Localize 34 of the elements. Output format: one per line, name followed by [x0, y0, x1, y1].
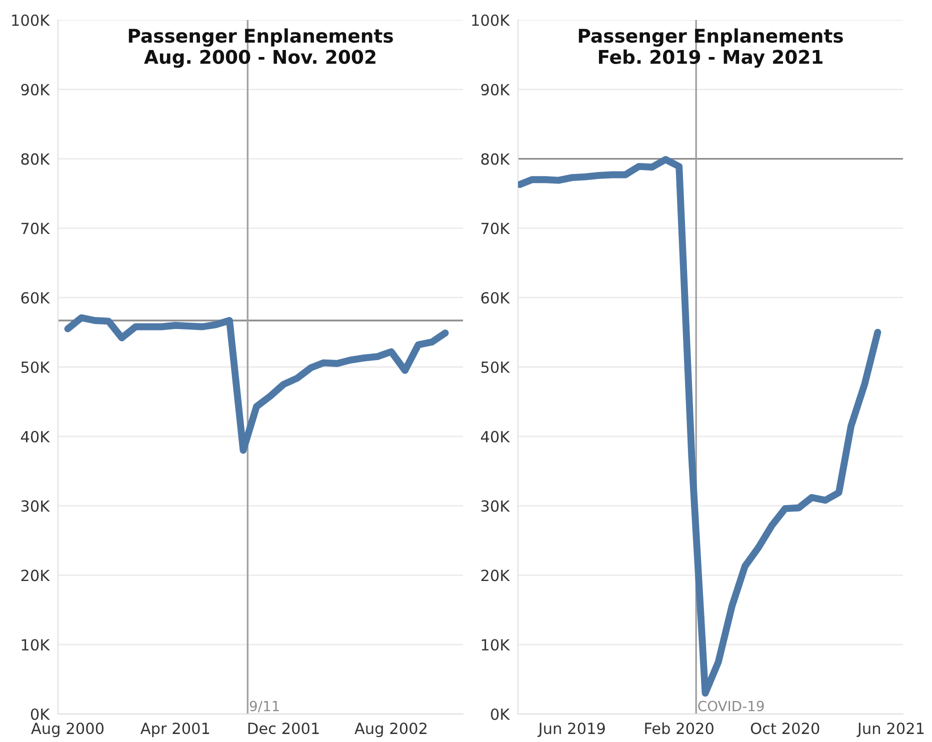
- y-tick-label: 60K: [21, 292, 50, 304]
- y-tick-label: 20K: [21, 570, 50, 582]
- y-tick-label: 90K: [481, 84, 510, 96]
- ref-line-label: 9/11: [250, 700, 279, 712]
- y-tick-label: 100K: [472, 14, 510, 26]
- x-tick-label: Dec 2001: [248, 722, 319, 734]
- text: Passenger Enplanements Feb. 2019 - May 2021: [578, 28, 843, 68]
- y-tick-label: 70K: [481, 222, 510, 234]
- y-tick-label: 50K: [481, 361, 510, 374]
- y-tick-label: 50K: [21, 361, 50, 374]
- y-tick-label: 80K: [481, 153, 510, 165]
- text: Passenger Enplanements Aug. 2000 - Nov. 2002: [128, 28, 393, 68]
- y-tick-label: 80K: [21, 153, 50, 165]
- x-tick-label: Feb 2020: [645, 722, 714, 734]
- y-tick-label: 40K: [20, 430, 50, 442]
- y-tick-label: 30K: [21, 500, 50, 512]
- x-tick-label: Apr 2001: [140, 722, 210, 738]
- y-tick-label: 30K: [481, 500, 510, 512]
- y-tick-label: 60K: [481, 292, 510, 304]
- y-tick-label: 0K: [490, 708, 510, 720]
- x-tick-label: Jun 2019: [538, 722, 605, 737]
- y-tick-label: 10K: [22, 639, 50, 651]
- y-tick-label: 90K: [21, 84, 50, 96]
- y-tick-label: 70K: [21, 222, 50, 234]
- x-tick-label: Jun 2021: [856, 722, 924, 737]
- y-tick-label: 10K: [482, 639, 510, 651]
- x-tick-label: Oct 2020: [750, 722, 820, 734]
- y-tick-label: 0K: [30, 708, 50, 720]
- y-tick-label: 40K: [480, 430, 510, 442]
- x-tick-label: Aug 2000: [31, 722, 104, 738]
- ref-line-label: COVID-19: [698, 700, 764, 712]
- x-tick-label: Aug 2002: [354, 722, 426, 738]
- y-tick-label: 100K: [12, 14, 50, 26]
- y-tick-label: 20K: [481, 570, 510, 582]
